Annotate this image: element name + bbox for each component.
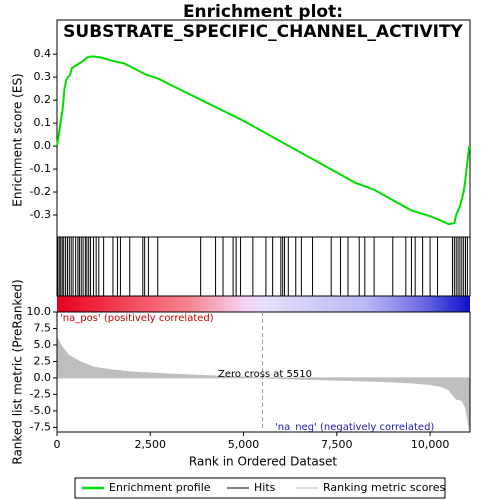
color-bar	[57, 296, 470, 312]
x-tick-label: 0	[54, 438, 61, 451]
y-tick-label: 0.1	[34, 116, 52, 129]
annotation: 'na_pos' (positively correlated)	[60, 313, 214, 324]
chart-title: SUBSTRATE_SPECIFIC_CHANNEL_ACTIVITY	[63, 22, 463, 42]
legend-label: Hits	[254, 481, 276, 494]
y-tick-label: -0.2	[30, 185, 51, 198]
metric-area	[56, 336, 470, 430]
x-tick-label: 2,500	[135, 438, 167, 451]
y-tick-label: 7.5	[34, 321, 52, 334]
annotation: Zero cross at 5510	[218, 369, 312, 380]
y-axis-label: Enrichment score (ES)	[11, 73, 25, 206]
annotation: 'na_neg' (negatively correlated)	[275, 422, 434, 433]
y-tick-label: 0.3	[34, 70, 52, 83]
plot-frame	[56, 311, 471, 433]
y-tick-label: 0.0	[34, 139, 52, 152]
y-tick-label: 5.0	[34, 338, 52, 351]
y-tick-label: 0.0	[34, 371, 52, 384]
y-tick-label: 10.0	[27, 305, 52, 318]
y-tick-label: -2.5	[30, 387, 51, 400]
y-tick-label: 2.5	[34, 354, 52, 367]
es-line	[56, 55, 471, 226]
y-tick-label: -5.0	[30, 404, 51, 417]
x-tick-label: 5,000	[228, 438, 260, 451]
plot-frame	[56, 19, 471, 297]
y-tick-label: -7.5	[30, 420, 51, 433]
legend-label: Ranking metric scores	[323, 481, 445, 494]
x-tick-label: 7,500	[321, 438, 353, 451]
y-tick-label: -0.3	[30, 208, 51, 221]
y-tick-label: -0.1	[30, 162, 51, 175]
legend-label: Enrichment profile	[109, 481, 211, 494]
y-axis-label: Ranked list metric (PreRanked)	[11, 279, 25, 464]
y-tick-label: 0.2	[34, 93, 52, 106]
y-tick-label: 0.4	[34, 47, 52, 60]
x-tick-label: 10,000	[411, 438, 450, 451]
chart-title: Enrichment plot:	[183, 2, 343, 22]
legend	[74, 477, 446, 499]
x-axis-label: Rank in Ordered Dataset	[189, 455, 337, 469]
